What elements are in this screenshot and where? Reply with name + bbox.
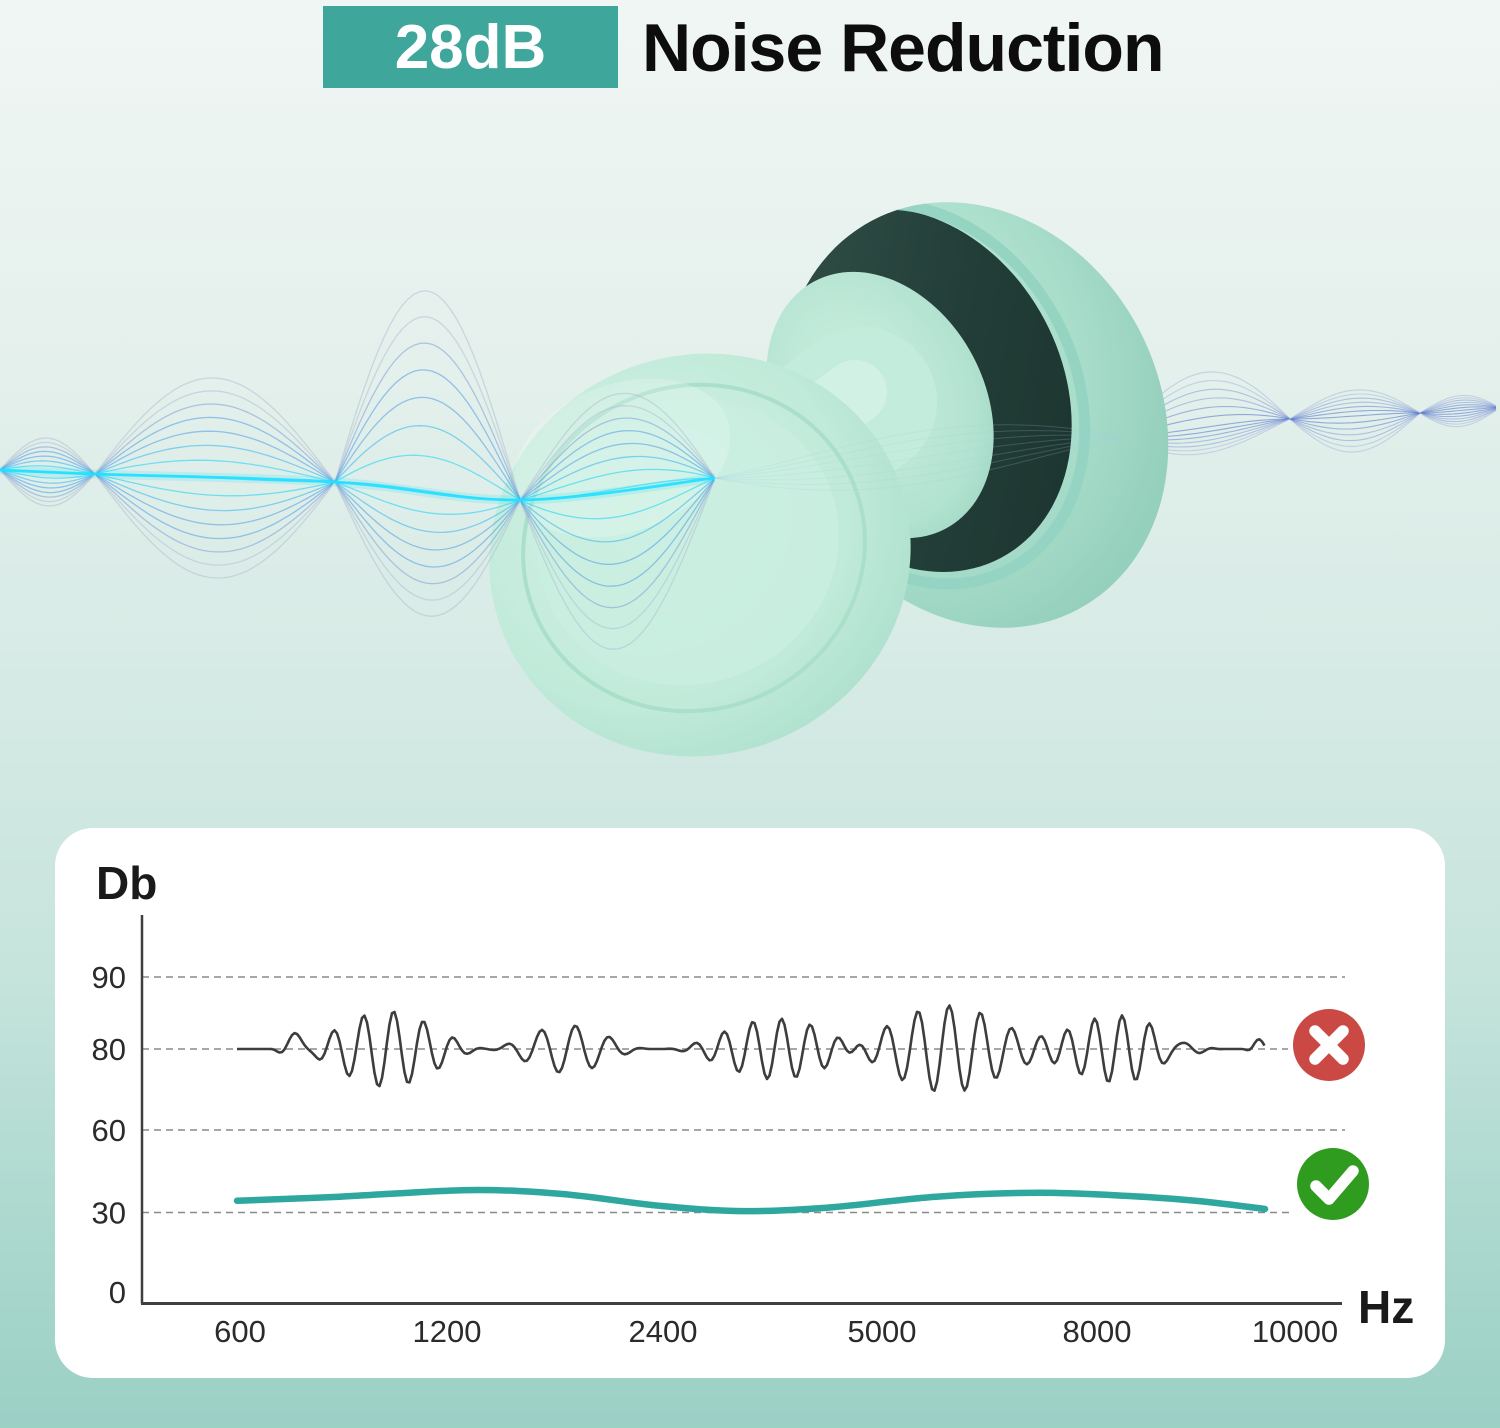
sound-wave-left-strand: [0, 430, 715, 551]
sound-wave-right-strand: [1117, 405, 1497, 441]
sound-wave-right-strand: [1117, 371, 1497, 453]
sound-wave-left-strand: [0, 425, 715, 543]
sound-wave-left-strand: [0, 377, 715, 617]
sound-wave-left-strand: [0, 416, 715, 568]
sound-wave-through-strand: [714, 424, 1124, 479]
sound-wave-right-strand: [1117, 406, 1497, 437]
opening-rim: [743, 198, 1091, 590]
sound-wave-left-strand: [0, 369, 715, 587]
stem-highlight: [703, 360, 887, 532]
x-axis-title: Hz: [1358, 1281, 1415, 1333]
sound-wave-left-strand: [0, 454, 715, 520]
sound-wave-right-strand: [1117, 404, 1497, 437]
back-earplug-opening: [752, 208, 1072, 572]
back-earplug-body: [781, 202, 1169, 628]
sound-wave-right-strand: [1117, 388, 1497, 442]
front-earplug-body: [489, 353, 911, 757]
stem: [652, 327, 937, 590]
sound-wave-right-strand: [1117, 397, 1497, 437]
sound-wave-left-strand: [0, 290, 715, 650]
sound-wave-left-strand: [0, 444, 715, 534]
sound-wave-through-strand: [714, 436, 1124, 485]
sound-wave-right-strand: [1117, 407, 1497, 438]
sound-wave-left-strand: [0, 316, 715, 630]
sound-wave-left-strand: [0, 469, 715, 501]
sound-wave-right-strand: [1117, 401, 1497, 444]
db-badge: 28dB: [323, 6, 618, 88]
earplugs: [489, 198, 1169, 757]
page-title: Noise Reduction: [642, 10, 1164, 86]
sound-wave-through-strand: [715, 436, 1123, 479]
sound-wave-left-strand: [0, 403, 715, 585]
sound-wave-through-strand: [714, 434, 1124, 479]
sound-wave-through-strand: [714, 436, 1124, 481]
sound-wave-through-strand: [714, 430, 1124, 479]
y-axis-title: Db: [96, 857, 158, 909]
sound-wave-left-strand: [0, 342, 715, 609]
sound-wave-right-strand: [1117, 379, 1497, 447]
front-earplug-crease: [521, 382, 867, 714]
sound-wave-right-strand: [1117, 407, 1497, 437]
front-earplug-face: [537, 398, 839, 686]
db-badge-text: 28dB: [394, 12, 547, 82]
sound-wave-left-strand: [0, 459, 715, 515]
front-earplug-highlight: [513, 378, 731, 538]
sound-wave-right-strand: [1117, 389, 1497, 456]
chart-card: [55, 828, 1445, 1378]
sound-wave-core-glow: [0, 465, 716, 505]
stem-flange: [766, 271, 994, 539]
sound-wave-right-strand: [1117, 393, 1497, 452]
sound-wave-through-strand: [714, 436, 1124, 491]
sound-wave-right-strand: [1117, 397, 1497, 448]
sound-wave-left-strand: [0, 396, 715, 565]
sound-wave-core: [0, 468, 716, 502]
sound-wave-left-strand: [0, 390, 715, 601]
